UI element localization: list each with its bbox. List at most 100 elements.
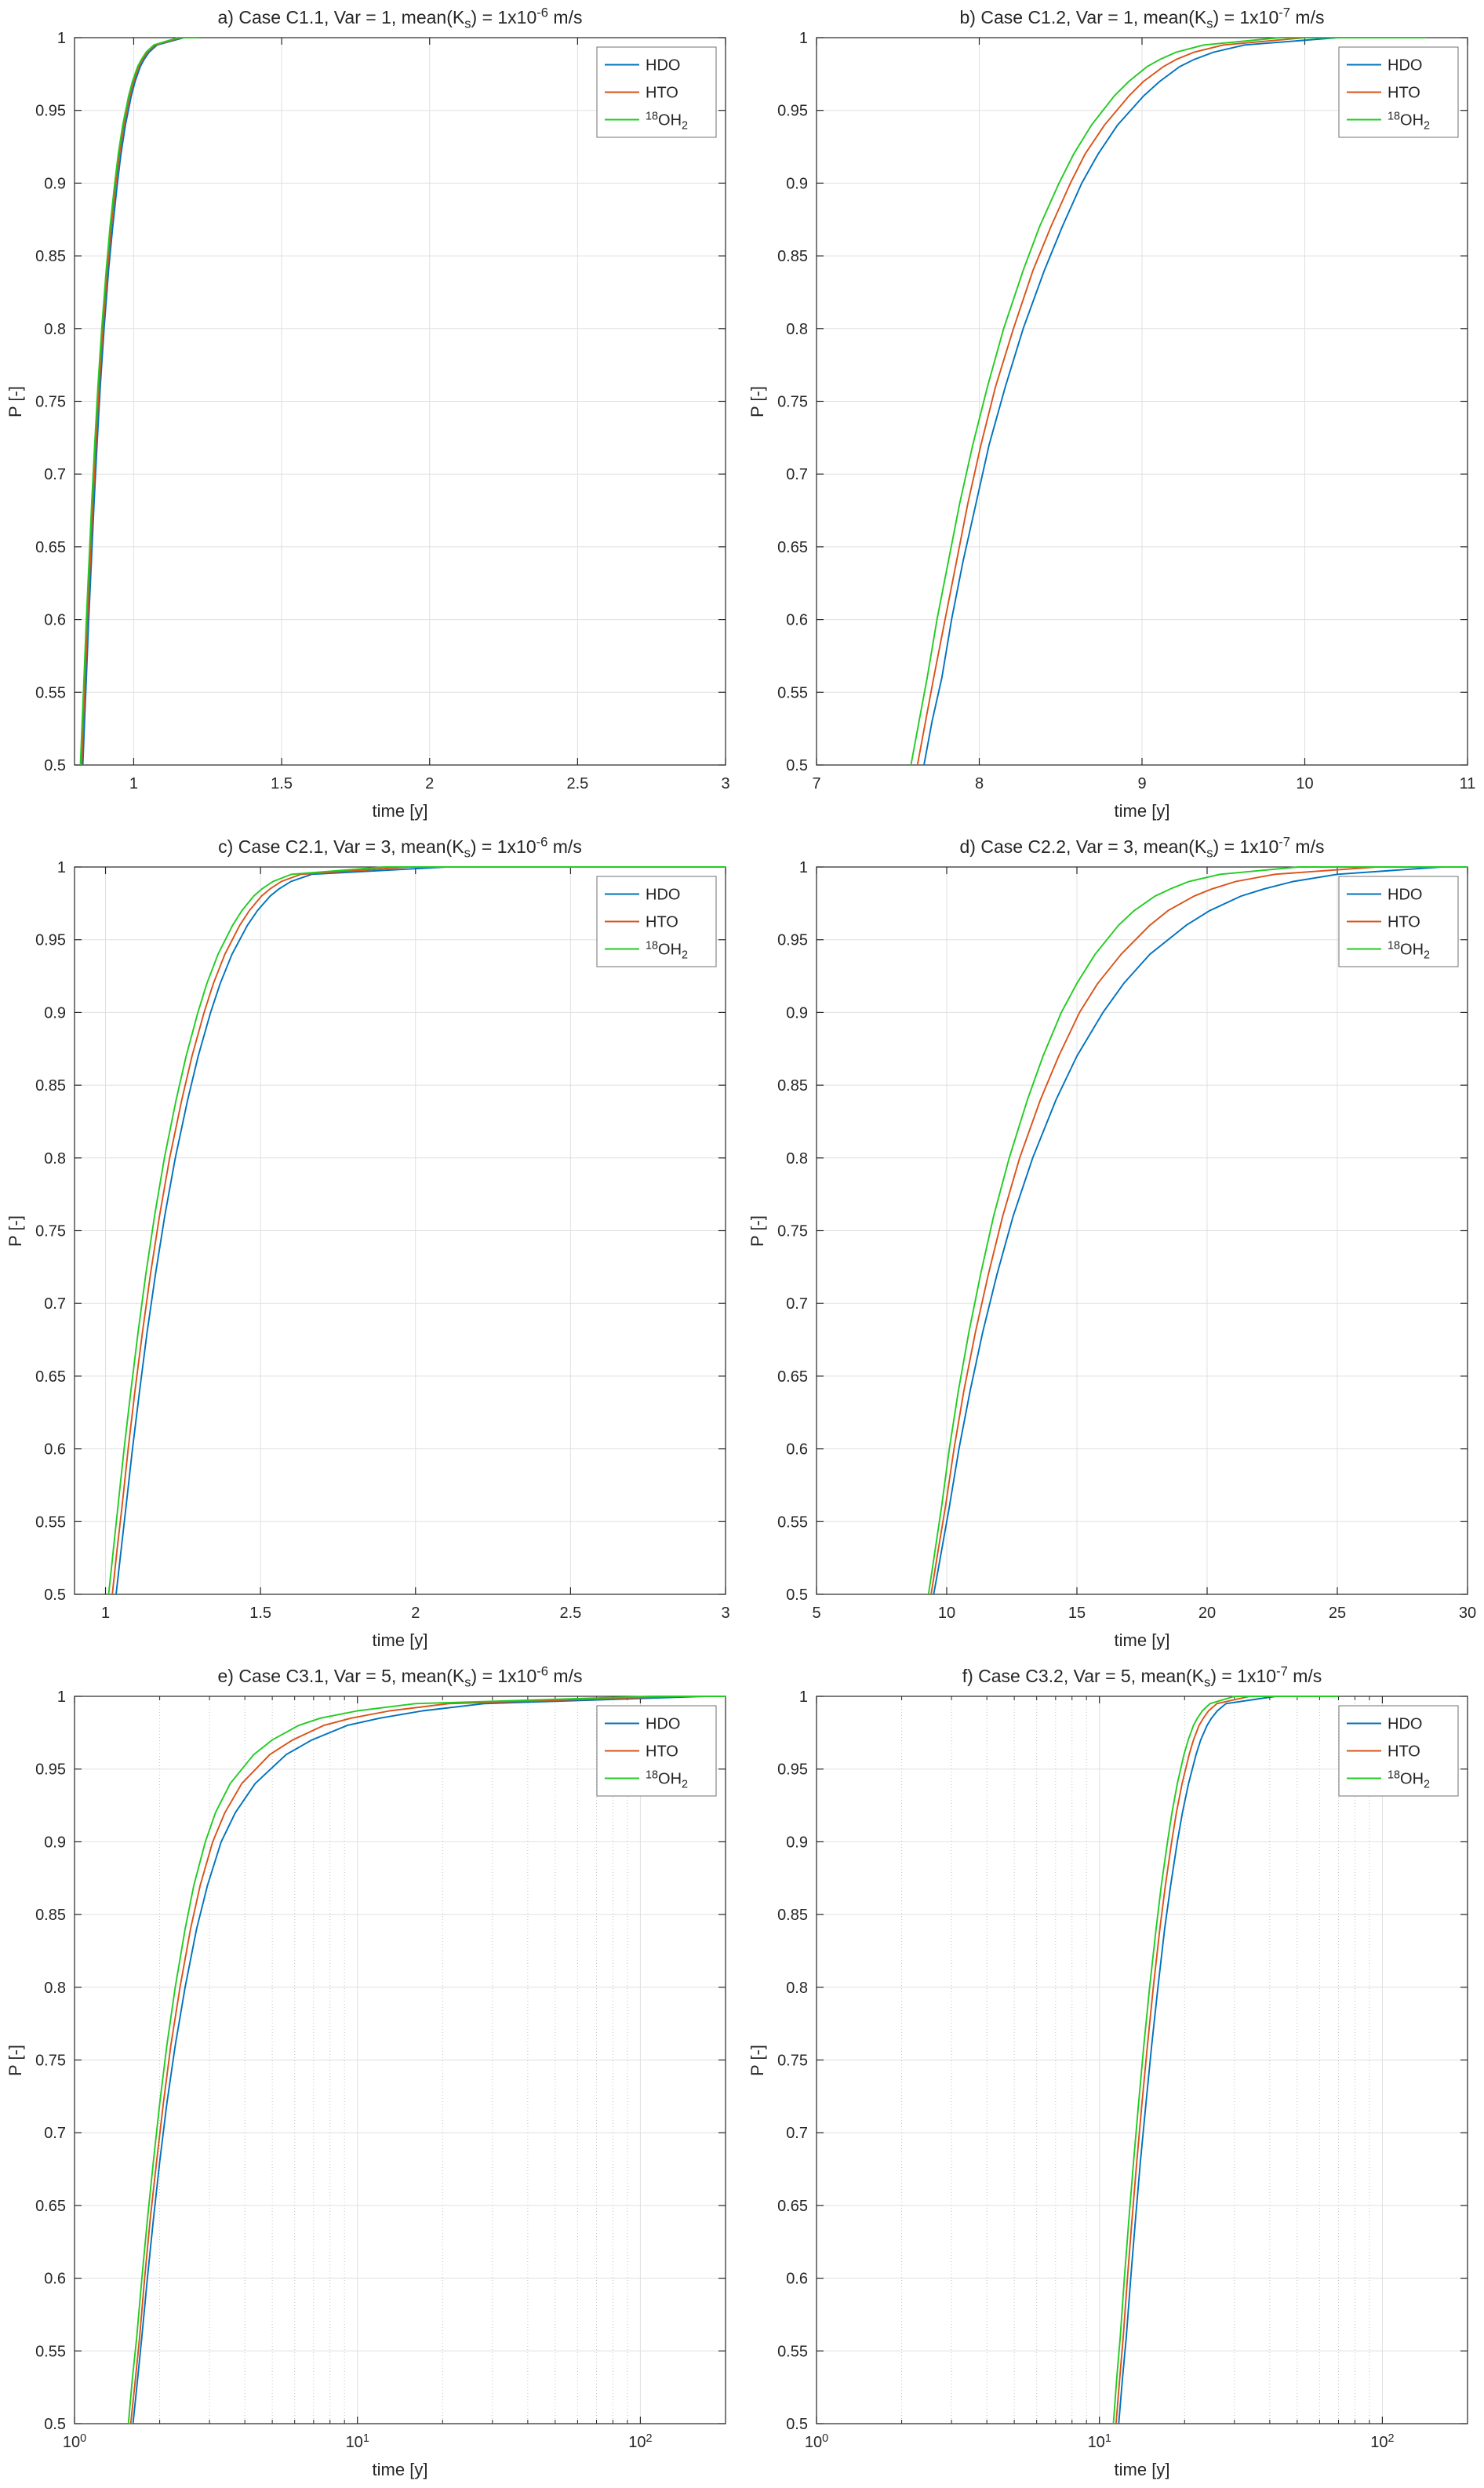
svg-text:HTO: HTO — [1388, 85, 1420, 102]
chart-panel-e: 100 101 102 0.5 0.55 0.6 0.65 0.7 0.75 0.8 0.85 0.9… — [0, 1659, 742, 2488]
svg-text:P [-]: P [-] — [5, 1215, 25, 1247]
svg-text:0.8: 0.8 — [44, 1150, 66, 1168]
svg-text:101: 101 — [346, 2432, 369, 2451]
svg-text:0.95: 0.95 — [35, 932, 66, 949]
svg-text:0.9: 0.9 — [786, 1834, 808, 1851]
svg-text:0.6: 0.6 — [786, 1441, 808, 1459]
svg-text:1.5: 1.5 — [271, 775, 293, 792]
svg-text:1: 1 — [57, 859, 66, 876]
svg-text:0.95: 0.95 — [777, 1761, 808, 1779]
svg-text:0.85: 0.85 — [35, 1907, 66, 1924]
svg-text:0.85: 0.85 — [777, 1907, 808, 1924]
svg-text:HDO: HDO — [646, 1716, 680, 1733]
svg-text:0.75: 0.75 — [35, 1223, 66, 1240]
svg-text:0.9: 0.9 — [786, 1004, 808, 1022]
svg-text:P [-]: P [-] — [747, 2045, 767, 2076]
svg-text:0.65: 0.65 — [777, 2198, 808, 2215]
svg-text:20: 20 — [1198, 1605, 1216, 1622]
svg-text:HDO: HDO — [1388, 57, 1422, 75]
svg-text:HDO: HDO — [646, 57, 680, 75]
svg-text:18OH2: 18OH2 — [646, 939, 688, 961]
svg-text:0.65: 0.65 — [777, 1368, 808, 1386]
svg-text:100: 100 — [805, 2432, 828, 2451]
svg-text:0.55: 0.55 — [35, 684, 66, 701]
svg-text:HTO: HTO — [646, 85, 678, 102]
svg-text:3: 3 — [721, 1605, 729, 1622]
svg-text:0.8: 0.8 — [786, 1150, 808, 1168]
svg-text:18OH2: 18OH2 — [646, 1769, 688, 1790]
svg-text:1: 1 — [57, 30, 66, 47]
svg-text:0.5: 0.5 — [44, 2416, 66, 2433]
svg-text:HTO: HTO — [1388, 1743, 1420, 1761]
svg-text:18OH2: 18OH2 — [1388, 1769, 1430, 1790]
svg-text:7: 7 — [812, 775, 820, 792]
svg-text:2: 2 — [425, 775, 434, 792]
svg-text:c) Case C2.1, Var = 3, mean(Ks: c) Case C2.1, Var = 3, mean(Ks) = 1x10-6… — [218, 835, 582, 861]
svg-text:0.9: 0.9 — [44, 1834, 66, 1851]
svg-text:P [-]: P [-] — [5, 2045, 25, 2076]
svg-text:100: 100 — [63, 2432, 86, 2451]
panel-b: 7 8 9 10 11 0.5 0.55 0.6 0.65 0.7 0.75 0.8 0.85 0.9 0.… — [742, 0, 1484, 829]
svg-text:0.65: 0.65 — [35, 2198, 66, 2215]
svg-text:0.65: 0.65 — [777, 539, 808, 556]
svg-text:HDO: HDO — [1388, 887, 1422, 904]
svg-text:0.95: 0.95 — [35, 1761, 66, 1779]
svg-text:0.55: 0.55 — [777, 2343, 808, 2360]
svg-text:0.9: 0.9 — [44, 1004, 66, 1022]
svg-text:3: 3 — [721, 775, 729, 792]
svg-text:25: 25 — [1329, 1605, 1346, 1622]
svg-text:0.5: 0.5 — [786, 757, 808, 774]
svg-text:2.5: 2.5 — [559, 1605, 581, 1622]
svg-text:0.8: 0.8 — [44, 1980, 66, 1997]
svg-text:HTO: HTO — [646, 914, 678, 931]
svg-text:10: 10 — [938, 1605, 955, 1622]
svg-text:10: 10 — [1296, 775, 1313, 792]
svg-text:0.5: 0.5 — [44, 757, 66, 774]
svg-text:b) Case C1.2, Var = 1, mean(Ks: b) Case C1.2, Var = 1, mean(Ks) = 1x10-7… — [960, 5, 1325, 31]
svg-text:0.5: 0.5 — [786, 1586, 808, 1604]
chart-panel-c: 1 1.5 2 2.5 3 0.5 0.55 0.6 0.65 0.7 0.75 0.8 0.85 0.9… — [0, 829, 742, 1659]
svg-text:time [y]: time [y] — [373, 2460, 428, 2479]
svg-text:P [-]: P [-] — [747, 1215, 767, 1247]
svg-text:0.7: 0.7 — [44, 2125, 66, 2142]
svg-text:0.6: 0.6 — [44, 612, 66, 629]
svg-text:18OH2: 18OH2 — [1388, 110, 1430, 132]
svg-text:time [y]: time [y] — [1115, 2460, 1170, 2479]
svg-text:0.85: 0.85 — [777, 248, 808, 265]
svg-text:0.8: 0.8 — [786, 1980, 808, 1997]
svg-text:0.9: 0.9 — [786, 175, 808, 192]
svg-text:0.8: 0.8 — [44, 321, 66, 338]
svg-text:0.7: 0.7 — [786, 1295, 808, 1313]
svg-text:102: 102 — [1370, 2432, 1394, 2451]
svg-text:0.75: 0.75 — [777, 1223, 808, 1240]
svg-text:15: 15 — [1068, 1605, 1086, 1622]
svg-text:HTO: HTO — [646, 1743, 678, 1761]
svg-text:0.6: 0.6 — [786, 612, 808, 629]
svg-text:0.7: 0.7 — [44, 466, 66, 483]
svg-text:5: 5 — [812, 1605, 820, 1622]
svg-text:0.5: 0.5 — [44, 1586, 66, 1604]
chart-panel-b: 7 8 9 10 11 0.5 0.55 0.6 0.65 0.7 0.75 0.8 0.85 0.9 0.… — [742, 0, 1484, 829]
svg-text:0.9: 0.9 — [44, 175, 66, 192]
svg-text:0.6: 0.6 — [786, 2271, 808, 2288]
svg-text:P [-]: P [-] — [5, 386, 25, 417]
svg-text:0.85: 0.85 — [35, 1077, 66, 1095]
svg-text:0.85: 0.85 — [777, 1077, 808, 1095]
svg-text:0.65: 0.65 — [35, 539, 66, 556]
svg-text:0.75: 0.75 — [35, 394, 66, 411]
svg-text:HDO: HDO — [646, 887, 680, 904]
svg-text:18OH2: 18OH2 — [1388, 939, 1430, 961]
svg-text:0.95: 0.95 — [777, 932, 808, 949]
panel-c: 1 1.5 2 2.5 3 0.5 0.55 0.6 0.65 0.7 0.75 0.8 0.85 0.9… — [0, 829, 742, 1659]
svg-text:0.75: 0.75 — [777, 394, 808, 411]
svg-text:0.7: 0.7 — [44, 1295, 66, 1313]
svg-text:1: 1 — [799, 30, 808, 47]
svg-text:time [y]: time [y] — [373, 801, 428, 821]
svg-text:a) Case C1.1, Var = 1, mean(Ks: a) Case C1.1, Var = 1, mean(Ks) = 1x10-6… — [218, 5, 583, 31]
svg-text:0.95: 0.95 — [35, 103, 66, 120]
svg-text:d) Case C2.2, Var = 3, mean(Ks: d) Case C2.2, Var = 3, mean(Ks) = 1x10-7… — [960, 835, 1325, 861]
svg-text:time [y]: time [y] — [1115, 1630, 1170, 1650]
svg-text:2: 2 — [411, 1605, 420, 1622]
svg-text:time [y]: time [y] — [373, 1630, 428, 1650]
svg-text:HDO: HDO — [1388, 1716, 1422, 1733]
